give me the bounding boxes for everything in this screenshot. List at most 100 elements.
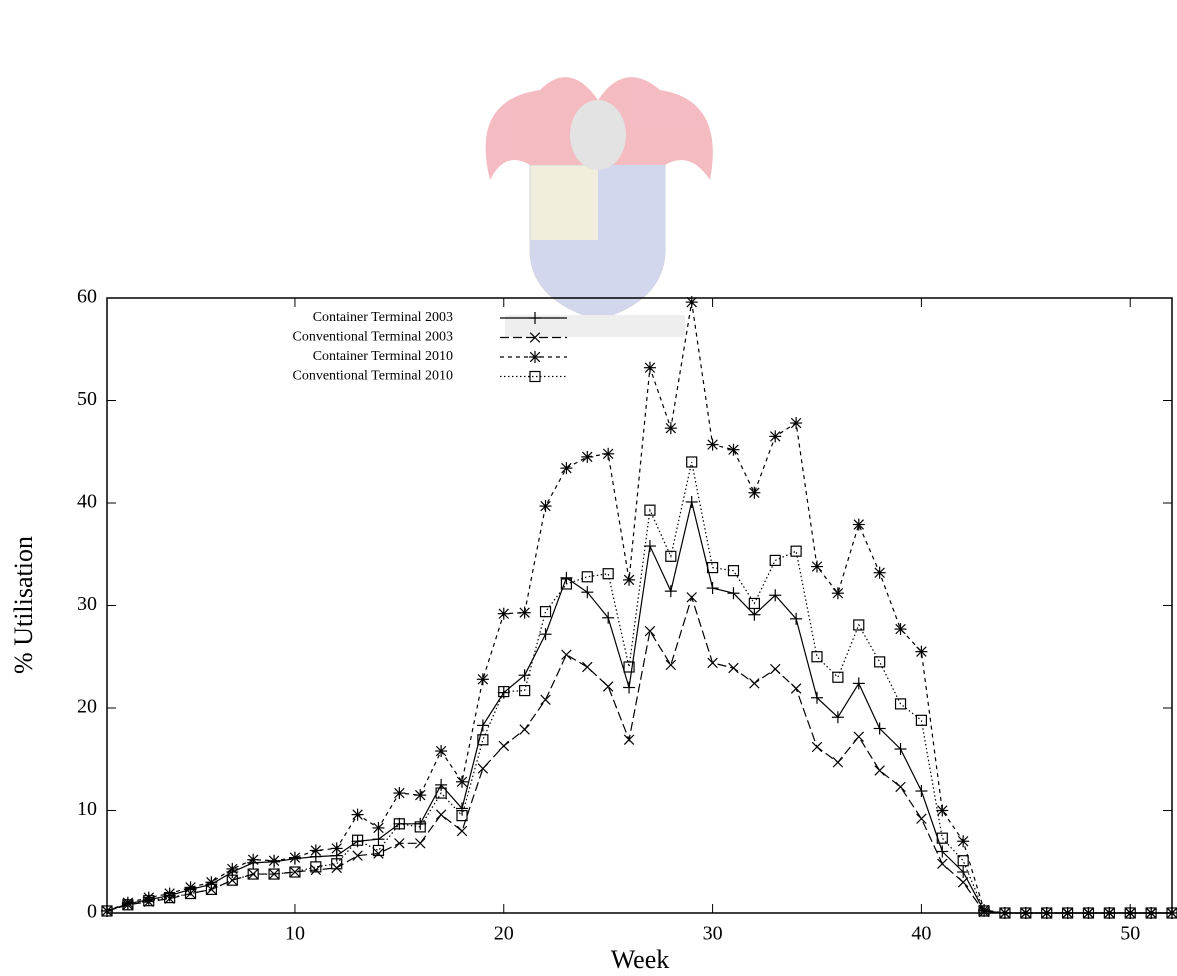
marker: [372, 844, 385, 857]
marker: [226, 874, 238, 886]
marker: [706, 438, 719, 451]
marker: [832, 757, 844, 768]
marker: [706, 561, 719, 574]
marker: [770, 663, 781, 675]
marker: [288, 851, 301, 864]
marker: [686, 456, 698, 468]
marker: [519, 724, 530, 735]
marker: [643, 361, 656, 374]
legend-label: Conventional Terminal 2003: [292, 330, 453, 345]
marker: [936, 804, 949, 817]
marker: [685, 495, 698, 508]
y-tick-label: 30: [77, 593, 97, 615]
marker: [394, 838, 405, 849]
marker: [978, 905, 990, 917]
marker: [894, 743, 907, 755]
marker: [268, 854, 281, 867]
marker: [790, 612, 803, 625]
marker: [853, 731, 864, 742]
x-tick-label: 10: [285, 923, 305, 945]
marker: [1020, 907, 1032, 919]
marker: [1103, 907, 1116, 919]
marker: [1103, 907, 1115, 919]
marker: [769, 554, 781, 567]
marker: [372, 833, 385, 846]
marker: [665, 659, 677, 671]
marker: [1166, 907, 1177, 919]
marker: [1019, 907, 1032, 919]
series-line: [106, 302, 1172, 914]
marker: [581, 450, 594, 463]
marker: [456, 825, 468, 837]
marker: [529, 312, 541, 324]
marker: [852, 677, 865, 690]
marker: [998, 907, 1011, 919]
marker: [414, 789, 427, 802]
marker: [790, 545, 802, 557]
marker: [476, 719, 489, 732]
y-tick-label: 0: [87, 901, 97, 923]
marker: [685, 296, 698, 309]
marker: [456, 802, 468, 815]
marker: [372, 821, 385, 834]
marker: [121, 896, 134, 909]
y-tick-label: 10: [77, 798, 97, 820]
x-tick-label: 20: [494, 923, 514, 945]
marker: [435, 787, 447, 799]
marker: [643, 540, 656, 553]
marker: [1145, 907, 1158, 919]
marker: [749, 678, 760, 689]
marker: [831, 587, 844, 600]
marker: [539, 606, 552, 618]
marker: [957, 855, 969, 867]
marker: [477, 763, 489, 774]
marker: [602, 681, 614, 692]
marker: [101, 905, 113, 917]
marker: [414, 817, 427, 830]
marker: [310, 864, 322, 876]
marker: [519, 684, 531, 697]
x-tick-label: 40: [911, 923, 931, 945]
plot-frame: [106, 297, 1173, 914]
marker: [831, 711, 844, 724]
marker: [602, 611, 615, 624]
marker: [957, 866, 970, 878]
marker: [727, 565, 740, 577]
marker: [456, 775, 468, 788]
marker: [539, 500, 552, 513]
y-tick-label: 20: [77, 696, 97, 718]
marker: [205, 876, 218, 889]
marker: [581, 571, 593, 583]
marker: [184, 887, 197, 900]
marker: [748, 597, 760, 610]
marker: [560, 462, 573, 475]
marker: [184, 881, 197, 894]
marker: [414, 821, 426, 833]
marker: [351, 834, 364, 846]
legend-label: Container Terminal 2003: [313, 310, 453, 325]
marker: [957, 877, 969, 888]
marker: [373, 848, 384, 859]
marker: [728, 662, 739, 674]
marker: [832, 671, 844, 683]
marker: [205, 883, 218, 896]
marker: [540, 694, 551, 706]
marker: [936, 845, 949, 858]
marker: [874, 656, 886, 668]
marker: [247, 853, 260, 866]
marker: [623, 681, 636, 694]
marker: [602, 447, 615, 460]
marker: [309, 844, 322, 857]
y-tick-label: 40: [77, 491, 97, 513]
marker: [539, 628, 552, 641]
marker: [582, 661, 593, 673]
marker: [1124, 907, 1136, 919]
marker: [142, 891, 155, 904]
marker: [352, 850, 363, 861]
marker: [122, 899, 134, 911]
marker: [415, 838, 426, 849]
marker: [435, 745, 448, 758]
marker: [727, 443, 740, 456]
legend-label: Container Terminal 2010: [313, 349, 453, 364]
